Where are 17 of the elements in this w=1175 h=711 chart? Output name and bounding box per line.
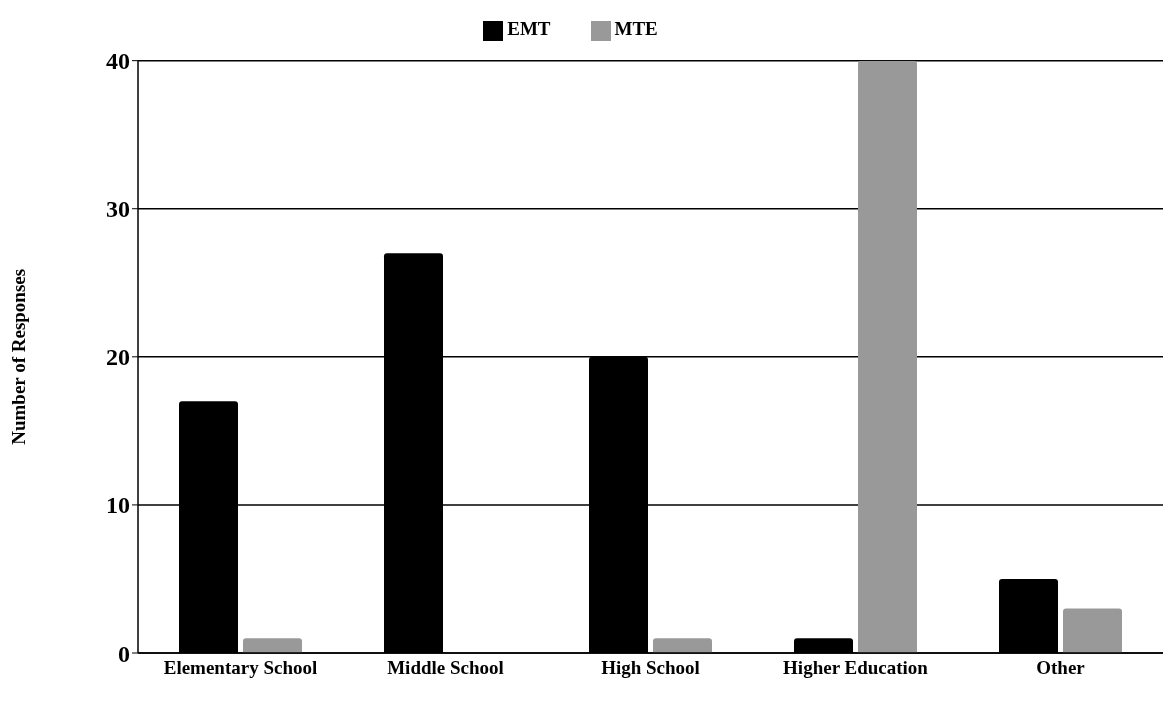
y-tick-label: 10 bbox=[106, 492, 130, 519]
x-tick-label: High School bbox=[601, 657, 700, 679]
bar bbox=[858, 60, 917, 653]
bar bbox=[243, 638, 302, 653]
y-tick-label: 20 bbox=[106, 344, 130, 371]
y-tick-label: 30 bbox=[106, 196, 130, 223]
y-tick-label: 40 bbox=[106, 48, 130, 75]
x-tick-label: Higher Education bbox=[783, 657, 929, 679]
bar bbox=[653, 638, 712, 653]
x-tick-label: Other bbox=[1036, 657, 1086, 679]
bar bbox=[1063, 608, 1122, 653]
legend-label: EMT bbox=[507, 18, 551, 39]
y-tick-label: 0 bbox=[118, 640, 130, 667]
x-tick-label: Elementary School bbox=[163, 657, 318, 679]
legend-label: MTE bbox=[614, 18, 658, 39]
x-tick-label: Middle School bbox=[387, 657, 504, 679]
y-axis-title: Number of Responses bbox=[7, 268, 29, 445]
